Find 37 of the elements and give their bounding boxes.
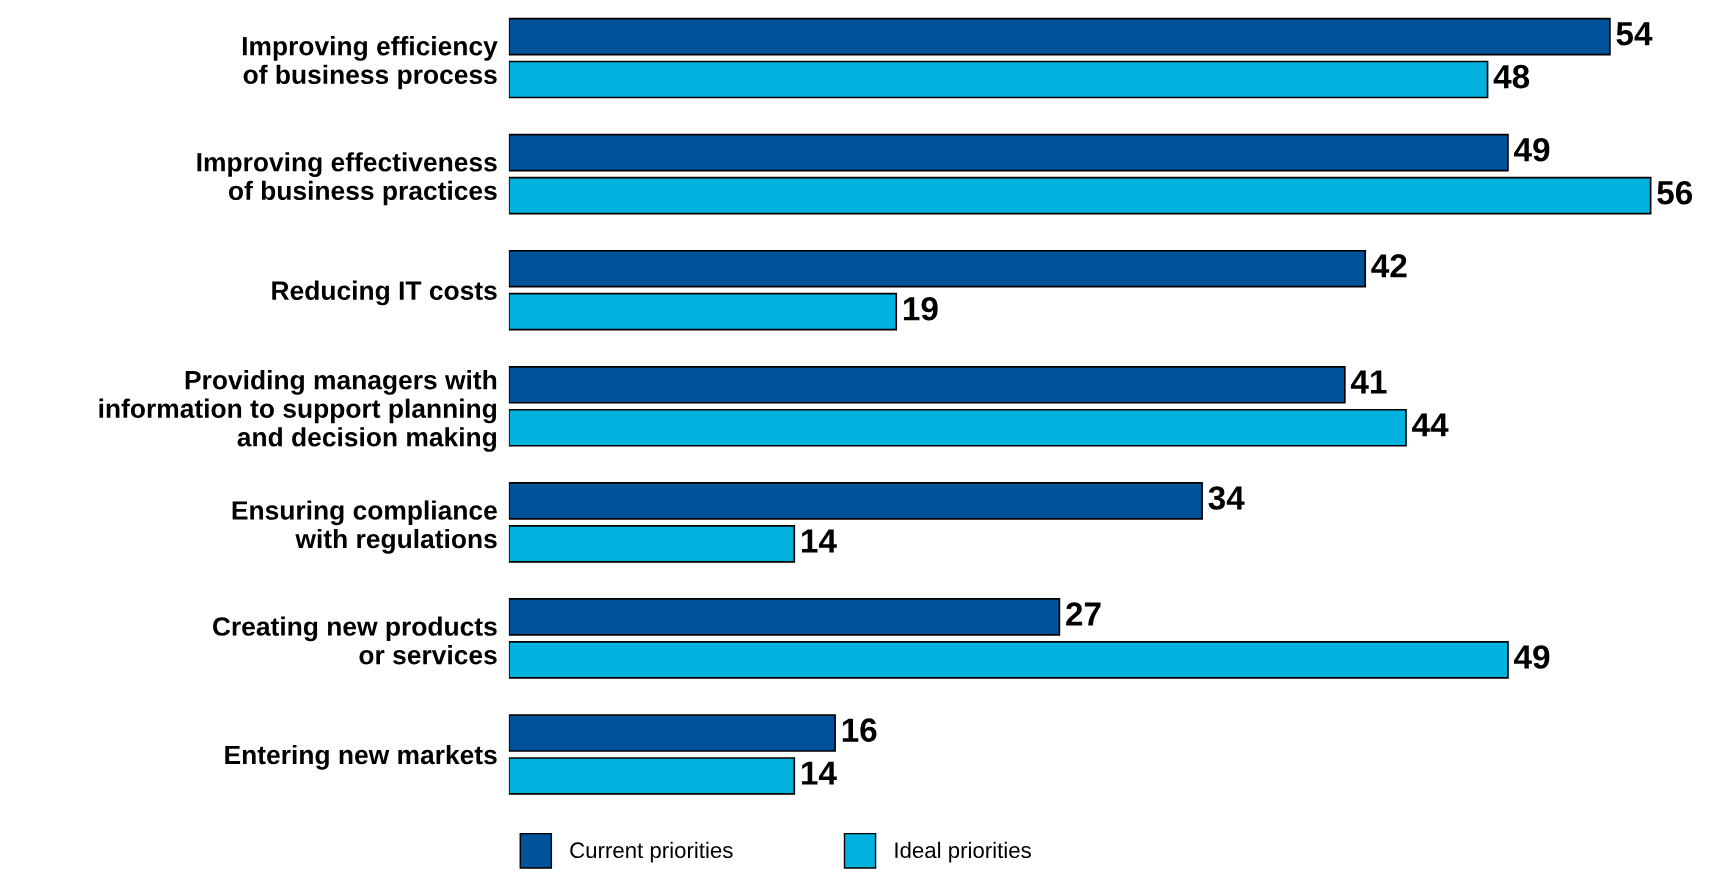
bar: [508, 176, 1652, 215]
bar: [508, 482, 1203, 520]
y-tick-label: Providing managers with information to support planning and decision making: [99, 370, 497, 452]
data-label: 27: [1066, 602, 1101, 626]
data-label: 49: [1514, 137, 1550, 162]
bar: [508, 60, 1489, 99]
bar: [508, 408, 1407, 447]
bar: [508, 524, 796, 563]
y-tick-label: Reducing IT costs: [272, 280, 497, 306]
y-tick-label: Entering new markets: [225, 744, 497, 770]
data-label: 14: [801, 529, 837, 553]
bar: [508, 714, 836, 752]
data-label: 14: [801, 761, 837, 785]
y-tick-label: Improving effectiveness of business practices: [197, 152, 497, 206]
bar: [508, 249, 1367, 288]
legend-label: Current priorities: [570, 841, 733, 863]
data-label: 41: [1350, 370, 1387, 394]
y-tick-label: Improving efficiency of business process: [242, 36, 498, 90]
data-label: 54: [1616, 22, 1653, 46]
data-label: 44: [1412, 413, 1449, 437]
data-label: 42: [1371, 254, 1407, 278]
data-label: 19: [903, 297, 938, 321]
bar: [508, 641, 1509, 679]
data-label: 48: [1493, 64, 1530, 89]
data-label: 16: [842, 718, 877, 742]
legend-label: Ideal priorities: [895, 841, 1031, 863]
y-tick-label: Ensuring compliance with regulations: [232, 500, 497, 554]
bar: [508, 292, 898, 331]
bar: [508, 598, 1061, 636]
data-label: 56: [1657, 180, 1693, 205]
bar: [508, 17, 1611, 56]
bar: [508, 365, 1346, 404]
data-label: 49: [1514, 645, 1550, 669]
bar: [508, 757, 796, 795]
y-tick-label: Creating new products or services: [212, 616, 497, 665]
data-label: 34: [1208, 486, 1245, 510]
bar: [508, 133, 1509, 172]
